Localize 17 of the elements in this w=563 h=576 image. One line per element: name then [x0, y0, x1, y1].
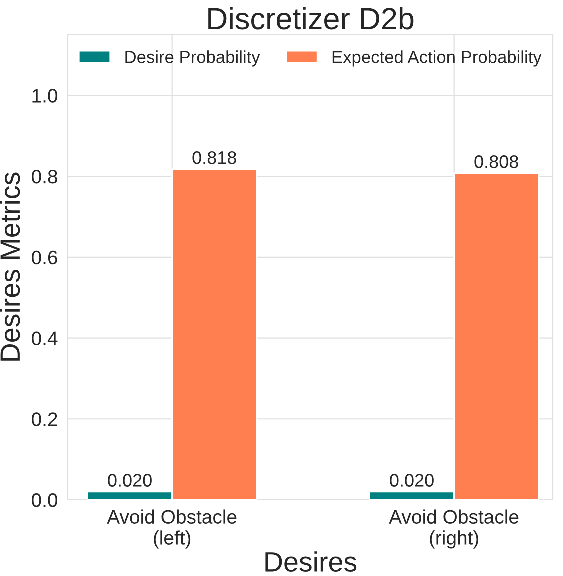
data-label: 0.818	[192, 152, 236, 164]
data-label: 0.020	[108, 474, 152, 487]
y-tick-label: 0.4	[32, 332, 58, 346]
y-tick-label: 0.8	[32, 170, 58, 184]
data-label: 0.020	[390, 474, 434, 487]
y-tick-label: 0.2	[32, 412, 58, 426]
chart-title: Discretizer D2b	[208, 7, 414, 30]
y-tick-label: 0.6	[32, 250, 58, 265]
x-axis-title: Desires	[266, 552, 357, 572]
y-tick-label: 0.0	[32, 493, 58, 508]
legend-label: Expected Action Probability	[332, 50, 542, 67]
x-tick-label: Avoid Obstacle (right)	[389, 510, 519, 549]
x-tick-label: Avoid Obstacle (left)	[107, 510, 237, 549]
legend-label: Desire Probability	[126, 50, 260, 67]
y-axis-title: Desires Metrics	[0, 172, 20, 361]
data-label: 0.808	[474, 156, 518, 168]
y-tick-label: 1.0	[32, 89, 58, 103]
